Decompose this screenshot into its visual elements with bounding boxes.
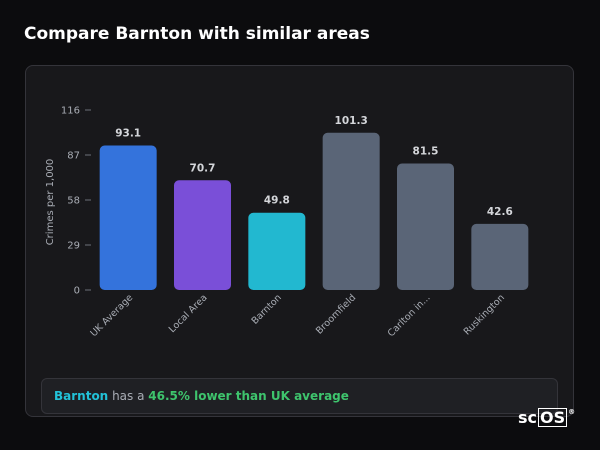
value-label: 101.3 bbox=[335, 115, 368, 127]
bar bbox=[322, 132, 380, 290]
value-label: 81.5 bbox=[413, 146, 439, 158]
x-tick-label: Carlton in... bbox=[386, 292, 433, 339]
y-tick-label: 29 bbox=[67, 241, 80, 252]
value-label: 49.8 bbox=[264, 195, 290, 207]
summary-connector: has a bbox=[112, 389, 145, 403]
x-tick-label: Barnton bbox=[250, 292, 284, 326]
x-tick-label: UK Average bbox=[88, 292, 135, 339]
x-tick-label: Ruskington bbox=[462, 292, 507, 337]
y-tick-label: 87 bbox=[67, 151, 80, 162]
bar bbox=[471, 223, 529, 290]
y-axis-label: Crimes per 1,000 bbox=[45, 159, 56, 246]
y-tick-label: 58 bbox=[67, 196, 80, 207]
logo-prefix: sc bbox=[518, 408, 538, 427]
bar bbox=[174, 180, 231, 290]
logo-boxed: OS bbox=[538, 408, 568, 427]
logo: sc OS ® bbox=[518, 408, 575, 427]
value-label: 93.1 bbox=[115, 128, 141, 140]
x-tick-label: Local Area bbox=[167, 292, 210, 335]
y-tick-label: 116 bbox=[61, 106, 80, 117]
value-label: 42.6 bbox=[487, 206, 513, 218]
summary-comparison: 46.5% lower than UK average bbox=[148, 389, 349, 403]
page-title: Compare Barnton with similar areas bbox=[24, 24, 370, 44]
x-tick-label: Broomfield bbox=[314, 292, 358, 336]
logo-mark: ® bbox=[568, 408, 576, 416]
bar bbox=[248, 212, 306, 290]
value-label: 70.7 bbox=[190, 162, 216, 174]
summary-area: Barnton bbox=[54, 389, 109, 403]
summary-box: Barnton has a 46.5% lower than UK averag… bbox=[41, 378, 558, 414]
bar bbox=[397, 163, 454, 290]
y-tick-label: 0 bbox=[74, 286, 80, 297]
bar bbox=[99, 145, 157, 290]
